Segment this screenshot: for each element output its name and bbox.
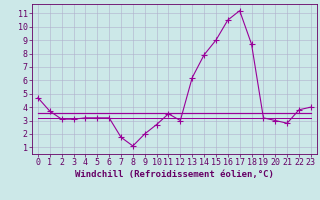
X-axis label: Windchill (Refroidissement éolien,°C): Windchill (Refroidissement éolien,°C) xyxy=(75,170,274,179)
